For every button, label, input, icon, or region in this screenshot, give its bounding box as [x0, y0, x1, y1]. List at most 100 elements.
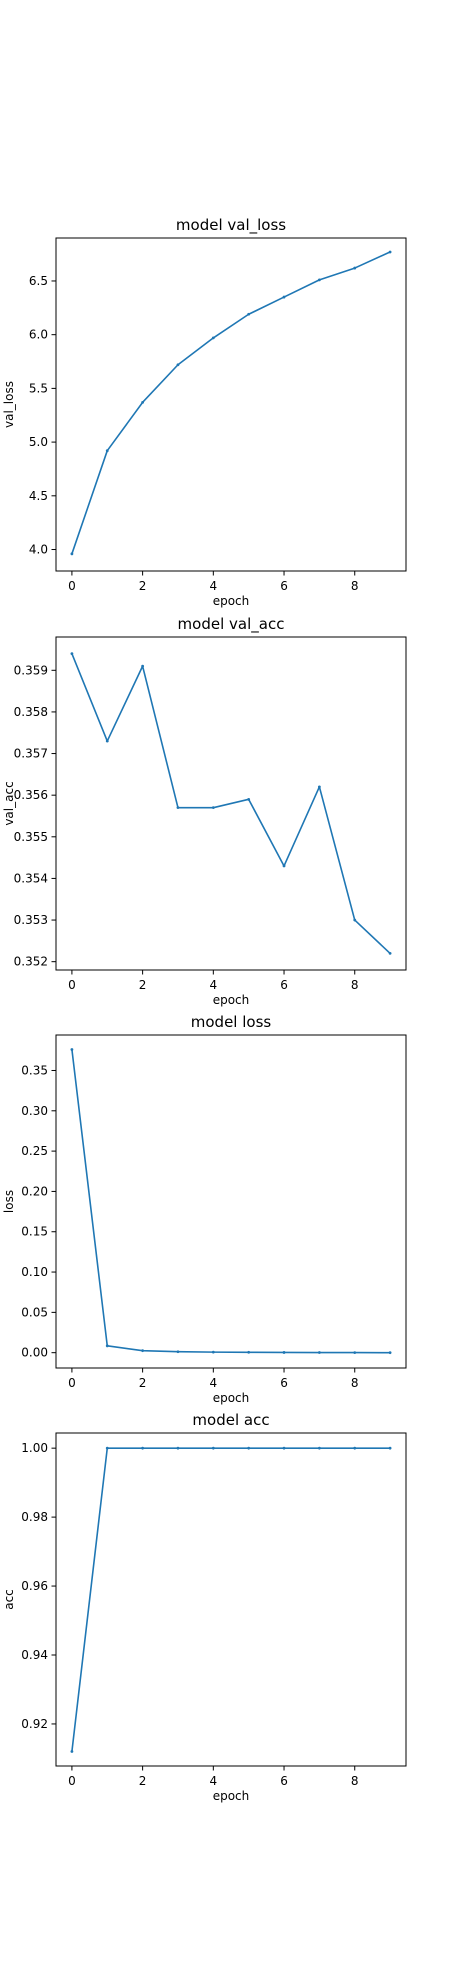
- x-tick-label: 2: [139, 1376, 147, 1390]
- y-axis-label: acc: [2, 1589, 16, 1610]
- chart-panel-3: model acc 0 2 4 6 8 0.92 0.94 0.96 0.98 1.00 epoch a…: [2, 1411, 407, 1803]
- y-tick-label: 4.5: [29, 489, 48, 503]
- y-tick-label: 0.355: [14, 830, 48, 844]
- data-point: [70, 552, 74, 556]
- data-point: [353, 1446, 357, 1450]
- data-point: [388, 250, 392, 254]
- data-point: [105, 1446, 109, 1450]
- y-tick-label: 0.35: [21, 1063, 48, 1077]
- x-tick-label: 8: [351, 579, 359, 593]
- x-axis-label: epoch: [213, 594, 250, 608]
- y-tick-label: 0.352: [14, 955, 48, 969]
- y-tick-label: 0.10: [21, 1265, 48, 1279]
- x-axis-label: epoch: [213, 993, 250, 1007]
- data-point: [388, 1351, 392, 1355]
- data-point: [247, 797, 251, 801]
- data-point: [317, 785, 321, 789]
- x-tick-label: 0: [68, 579, 76, 593]
- y-tick-label: 6.0: [29, 328, 48, 342]
- chart-title: model val_loss: [176, 216, 286, 235]
- y-tick-label: 0.92: [21, 1717, 48, 1731]
- y-tick-label: 0.05: [21, 1305, 48, 1319]
- data-point: [70, 1750, 74, 1753]
- plot-frame: [55, 636, 407, 971]
- x-tick-label: 4: [210, 1774, 218, 1788]
- y-tick-label: 0.94: [21, 1648, 48, 1662]
- series-line: [70, 652, 392, 955]
- series-line: [70, 250, 392, 555]
- y-tick-label: 1.00: [21, 1441, 48, 1455]
- y-tick-label: 0.15: [21, 1225, 48, 1239]
- y-tick-label: 0.356: [14, 788, 48, 802]
- data-point: [70, 1048, 74, 1051]
- x-tick-label: 4: [210, 1376, 218, 1390]
- x-tick-label: 6: [280, 978, 288, 992]
- data-point: [211, 806, 215, 810]
- x-tick-label: 8: [351, 1376, 359, 1390]
- data-point: [388, 951, 392, 955]
- x-tick-label: 6: [280, 1774, 288, 1788]
- data-point: [247, 1350, 251, 1354]
- chart-title: model val_acc: [178, 615, 285, 634]
- x-tick-label: 8: [351, 1774, 359, 1788]
- data-point: [105, 739, 109, 743]
- data-point: [317, 278, 321, 282]
- y-axis-label: loss: [2, 1190, 16, 1213]
- data-point: [70, 652, 74, 656]
- data-point: [141, 1446, 145, 1450]
- data-point: [247, 312, 251, 316]
- data-point: [211, 336, 215, 340]
- chart-panel-0: model val_loss 0 2 4 6 8 4.0 4.5 5.0 5.5 6.0 6.5 epo…: [2, 216, 407, 608]
- data-point: [282, 864, 286, 868]
- data-point: [105, 1344, 109, 1348]
- x-tick-label: 2: [139, 579, 147, 593]
- data-point: [353, 266, 357, 270]
- x-tick-label: 4: [210, 978, 218, 992]
- plot-frame: [55, 1034, 407, 1369]
- data-point: [105, 449, 109, 453]
- y-axis-label: val_acc: [2, 781, 16, 825]
- data-point: [141, 664, 145, 668]
- y-tick-label: 4.0: [29, 543, 48, 557]
- y-tick-label: 0.30: [21, 1104, 48, 1118]
- data-point: [141, 1349, 145, 1353]
- y-tick-label: 0.354: [14, 871, 48, 885]
- chart-title: model loss: [191, 1013, 272, 1031]
- x-tick-label: 0: [68, 1376, 76, 1390]
- data-point: [317, 1446, 321, 1450]
- data-point: [388, 1446, 392, 1450]
- y-tick-label: 0.20: [21, 1184, 48, 1198]
- x-tick-label: 6: [280, 579, 288, 593]
- data-point: [353, 918, 357, 922]
- data-point: [211, 1446, 215, 1450]
- x-tick-label: 6: [280, 1376, 288, 1390]
- y-tick-label: 6.5: [29, 274, 48, 288]
- data-point: [282, 295, 286, 299]
- plot-frame: [55, 1432, 407, 1767]
- y-tick-label: 0.357: [14, 747, 48, 761]
- x-tick-label: 0: [68, 1774, 76, 1788]
- y-tick-label: 0.25: [21, 1144, 48, 1158]
- x-tick-label: 2: [139, 1774, 147, 1788]
- series-line: [71, 1048, 391, 1354]
- y-tick-label: 0.98: [21, 1510, 48, 1524]
- x-axis-label: epoch: [213, 1789, 250, 1803]
- chart-title: model acc: [192, 1411, 269, 1429]
- data-point: [211, 1350, 215, 1354]
- data-point: [176, 363, 180, 367]
- y-tick-label: 5.5: [29, 381, 48, 395]
- y-tick-label: 0.00: [21, 1346, 48, 1360]
- series-line: [71, 1447, 391, 1753]
- chart-panel-2: model loss 0 2 4 6 8 0.00 0.05 0.10 0.15 0.20 0.25 0…: [2, 1013, 407, 1405]
- y-axis-label: val_loss: [2, 381, 16, 428]
- data-point: [282, 1446, 286, 1450]
- x-tick-label: 4: [210, 579, 218, 593]
- data-point: [353, 1351, 357, 1354]
- data-point: [247, 1446, 251, 1450]
- chart-panel-1: model val_acc 0 2 4 6 8 0.352 0.353 0.354 0.355 0.…: [2, 615, 407, 1007]
- data-point: [282, 1351, 286, 1354]
- data-point: [176, 1350, 180, 1354]
- x-axis-label: epoch: [213, 1391, 250, 1405]
- y-tick-label: 0.353: [14, 913, 48, 927]
